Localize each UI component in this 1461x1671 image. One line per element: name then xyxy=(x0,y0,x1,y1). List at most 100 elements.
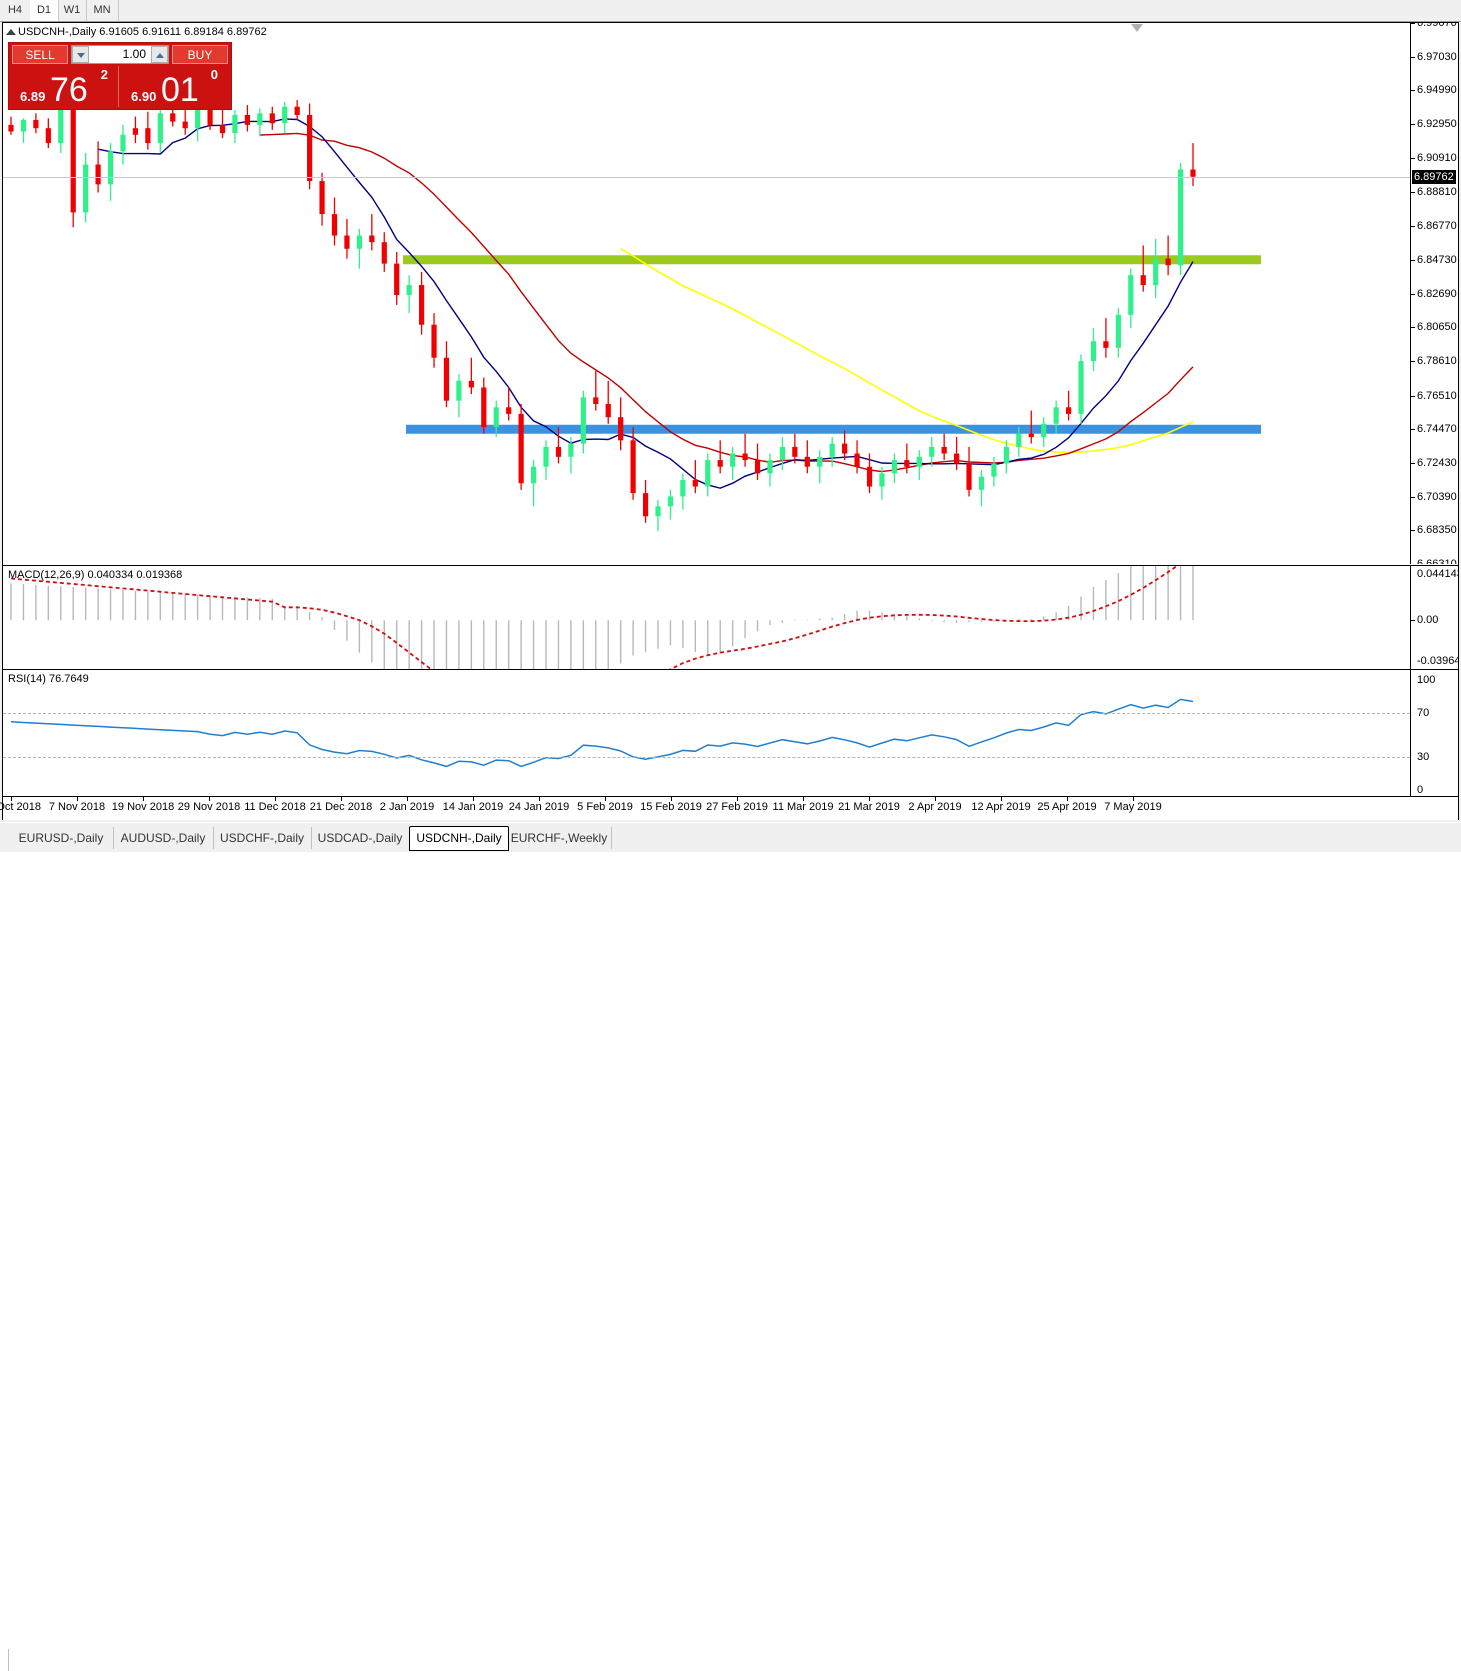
candlestick xyxy=(195,106,201,142)
timeframe-h4[interactable]: H4 xyxy=(0,0,31,21)
chevron-down-icon xyxy=(77,53,85,58)
price-axis[interactable]: 6.99070 6.97030 6.94990 6.92950 6.90910 6.888… xyxy=(1410,23,1458,564)
candlestick xyxy=(605,380,611,424)
rsi-axis-label: 0 xyxy=(1417,784,1424,796)
candlestick xyxy=(1053,400,1059,434)
volume-increment-button[interactable] xyxy=(151,46,168,63)
buy-price-fraction: 0 xyxy=(210,67,218,82)
date-axis-tick xyxy=(1067,797,1068,801)
candlestick xyxy=(1128,268,1134,329)
rsi-level-line xyxy=(3,757,1410,758)
symbol-tab-audusd[interactable]: AUDUSD-,Daily xyxy=(113,827,214,849)
moving-average-line xyxy=(97,118,1194,489)
date-axis-tick xyxy=(803,797,804,801)
candlestick xyxy=(767,453,773,487)
volume-decrement-button[interactable] xyxy=(72,46,89,63)
timeframe-mn[interactable]: MN xyxy=(86,0,119,21)
candlestick xyxy=(481,377,487,434)
candlestick xyxy=(941,433,947,461)
price-axis-tick xyxy=(1411,157,1415,159)
symbol-tab-usdcad[interactable]: USDCAD-,Daily xyxy=(311,827,410,849)
symbol-tab-usdchf[interactable]: USDCHF-,Daily xyxy=(213,827,312,849)
price-axis-tick xyxy=(1411,496,1415,498)
price-axis-label: 6.97030 xyxy=(1417,50,1457,63)
date-axis-label: 11 Mar 2019 xyxy=(772,801,834,813)
rsi-axis-label: 100 xyxy=(1417,674,1436,686)
candlestick xyxy=(705,453,711,497)
symbol-tab-bar: EURUSD-,Daily AUDUSD-,Daily USDCHF-,Daily U… xyxy=(0,822,1461,1671)
candlestick xyxy=(1065,390,1072,421)
sell-price-quote[interactable]: 6.89 76 2 xyxy=(12,66,119,109)
candlestick xyxy=(642,479,649,523)
candlestick xyxy=(307,103,313,190)
buy-price-quote[interactable]: 6.90 01 0 xyxy=(123,66,228,109)
rsi-pane[interactable]: RSI(14) 76.7649 100 70 30 0 xyxy=(3,669,1458,796)
timeframe-toolbar: H4 D1 W1 MN xyxy=(0,0,1461,22)
candlestick xyxy=(58,106,64,153)
candlestick xyxy=(418,271,425,335)
candlestick xyxy=(1041,417,1047,447)
price-axis-tick xyxy=(1411,124,1415,126)
price-axis-tick xyxy=(1411,56,1415,58)
price-axis-tick xyxy=(1411,226,1415,228)
volume-input[interactable]: 1.00 xyxy=(71,45,169,64)
symbol-tab-eurusd[interactable]: EURUSD-,Daily xyxy=(9,827,114,849)
candlestick xyxy=(630,427,636,500)
macd-signal-line xyxy=(10,566,1179,669)
symbol-tab-usdcnh[interactable]: USDCNH-,Daily xyxy=(409,826,509,851)
macd-axis-label: 0.00 xyxy=(1417,614,1439,627)
price-axis-tick xyxy=(1411,462,1415,464)
candlestick xyxy=(817,450,823,484)
price-axis-label: 6.74470 xyxy=(1417,423,1457,436)
price-axis-label: 6.86770 xyxy=(1417,220,1457,233)
buy-button[interactable]: BUY xyxy=(172,45,228,64)
chart-top-marker-icon xyxy=(1131,24,1143,32)
candlestick xyxy=(1177,162,1184,276)
date-axis-tick xyxy=(737,797,738,801)
candlestick xyxy=(1153,238,1159,299)
candlestick xyxy=(456,374,462,418)
candlestick xyxy=(742,433,748,467)
candlestick xyxy=(1078,354,1084,424)
price-axis-tick xyxy=(1411,259,1415,261)
price-axis-label: 6.76510 xyxy=(1417,389,1457,402)
price-axis-label: 6.66310 xyxy=(1417,558,1457,564)
symbol-tab-eurchf[interactable]: EURCHF-,Weekly xyxy=(507,827,612,849)
candlestick xyxy=(916,450,922,480)
candlestick xyxy=(20,118,27,144)
price-axis-label: 6.88810 xyxy=(1417,186,1457,199)
moving-average-line xyxy=(259,132,1194,473)
candlestick xyxy=(1140,245,1146,292)
sell-button[interactable]: SELL xyxy=(12,45,68,64)
date-axis-label: 29 Nov 2018 xyxy=(177,801,241,813)
macd-pane[interactable]: MACD(12,26,9) 0.040334 0.019368 0.044143… xyxy=(3,565,1458,669)
date-axis-label: 21 Dec 2018 xyxy=(309,801,373,813)
sell-price-fraction: 2 xyxy=(100,67,108,82)
collapse-triangle-icon[interactable] xyxy=(6,29,16,35)
chevron-up-icon xyxy=(156,53,164,58)
candlestick xyxy=(356,228,362,269)
candlestick xyxy=(954,437,960,471)
candlestick xyxy=(381,232,387,272)
price-axis-label: 6.99070 xyxy=(1417,23,1457,29)
price-chart-pane[interactable]: 6.99070 6.97030 6.94990 6.92950 6.90910 6.888… xyxy=(3,23,1458,564)
candlestick xyxy=(555,427,562,464)
rsi-axis: 100 70 30 0 xyxy=(1410,670,1458,796)
candlestick xyxy=(829,437,835,467)
price-axis-label: 6.80650 xyxy=(1417,321,1457,334)
candlestick xyxy=(8,116,14,135)
timeframe-d1[interactable]: D1 xyxy=(30,0,59,21)
date-axis-tick xyxy=(407,797,408,801)
candlestick xyxy=(692,460,698,494)
date-axis-tick xyxy=(539,797,540,801)
date-axis-label: 19 Nov 2018 xyxy=(111,801,175,813)
candlestick xyxy=(1090,328,1097,371)
candlestick xyxy=(394,252,400,305)
candlestick xyxy=(132,116,139,144)
price-axis-label: 6.84730 xyxy=(1417,253,1457,266)
price-axis-tick xyxy=(1411,293,1415,295)
candlestick xyxy=(33,113,39,134)
timeframe-w1[interactable]: W1 xyxy=(58,0,87,21)
date-axis-label: 26 Oct 2018 xyxy=(0,801,41,813)
